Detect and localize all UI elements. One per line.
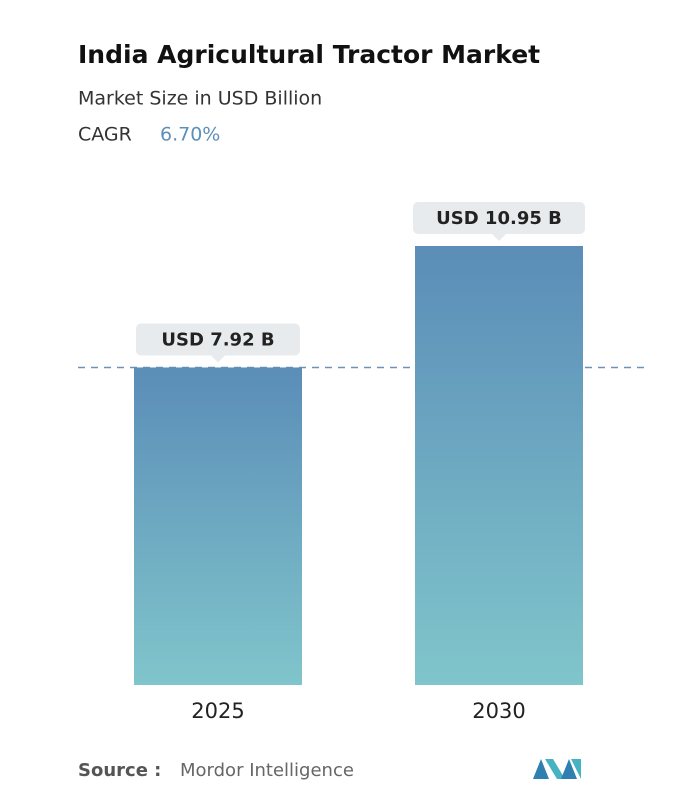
value-label-text: USD 7.92 B [161, 329, 274, 350]
cagr-label: CAGR [78, 124, 132, 146]
cagr-value: 6.70% [160, 124, 220, 146]
value-label-pointer [211, 355, 225, 363]
bar [134, 367, 302, 685]
value-label-pointer [492, 234, 506, 241]
source-name: Mordor Intelligence [180, 760, 354, 781]
value-label-box [136, 323, 300, 356]
value-label-text: USD 10.95 B [436, 208, 562, 229]
bar [415, 246, 583, 685]
source-label: Source : [78, 760, 161, 781]
chart-subtitle: Market Size in USD Billion [78, 88, 322, 110]
logo [533, 759, 581, 779]
x-tick-label: 2030 [472, 699, 525, 723]
value-label: USD 7.92 B [136, 323, 300, 363]
x-tick-label: 2025 [191, 699, 244, 723]
value-label-box [413, 202, 585, 234]
chart-title: India Agricultural Tractor Market [78, 40, 540, 69]
value-label: USD 10.95 B [413, 202, 585, 241]
